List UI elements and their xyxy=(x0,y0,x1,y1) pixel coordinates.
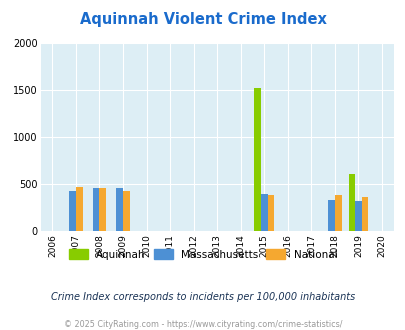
Bar xyxy=(76,187,82,231)
Bar xyxy=(69,191,76,231)
Bar xyxy=(267,195,273,231)
Text: Crime Index corresponds to incidents per 100,000 inhabitants: Crime Index corresponds to incidents per… xyxy=(51,292,354,302)
Bar xyxy=(361,197,367,231)
Bar xyxy=(348,174,354,231)
Bar xyxy=(328,200,334,231)
Bar xyxy=(123,190,129,231)
Bar xyxy=(99,188,106,231)
Bar xyxy=(354,201,361,231)
Bar xyxy=(260,194,267,231)
Bar xyxy=(93,188,99,231)
Bar xyxy=(116,188,123,231)
Bar xyxy=(254,87,260,231)
Legend: Aquinnah, Massachusetts, National: Aquinnah, Massachusetts, National xyxy=(64,245,341,264)
Bar xyxy=(334,195,341,231)
Text: © 2025 CityRating.com - https://www.cityrating.com/crime-statistics/: © 2025 CityRating.com - https://www.city… xyxy=(64,320,341,329)
Text: Aquinnah Violent Crime Index: Aquinnah Violent Crime Index xyxy=(79,12,326,26)
